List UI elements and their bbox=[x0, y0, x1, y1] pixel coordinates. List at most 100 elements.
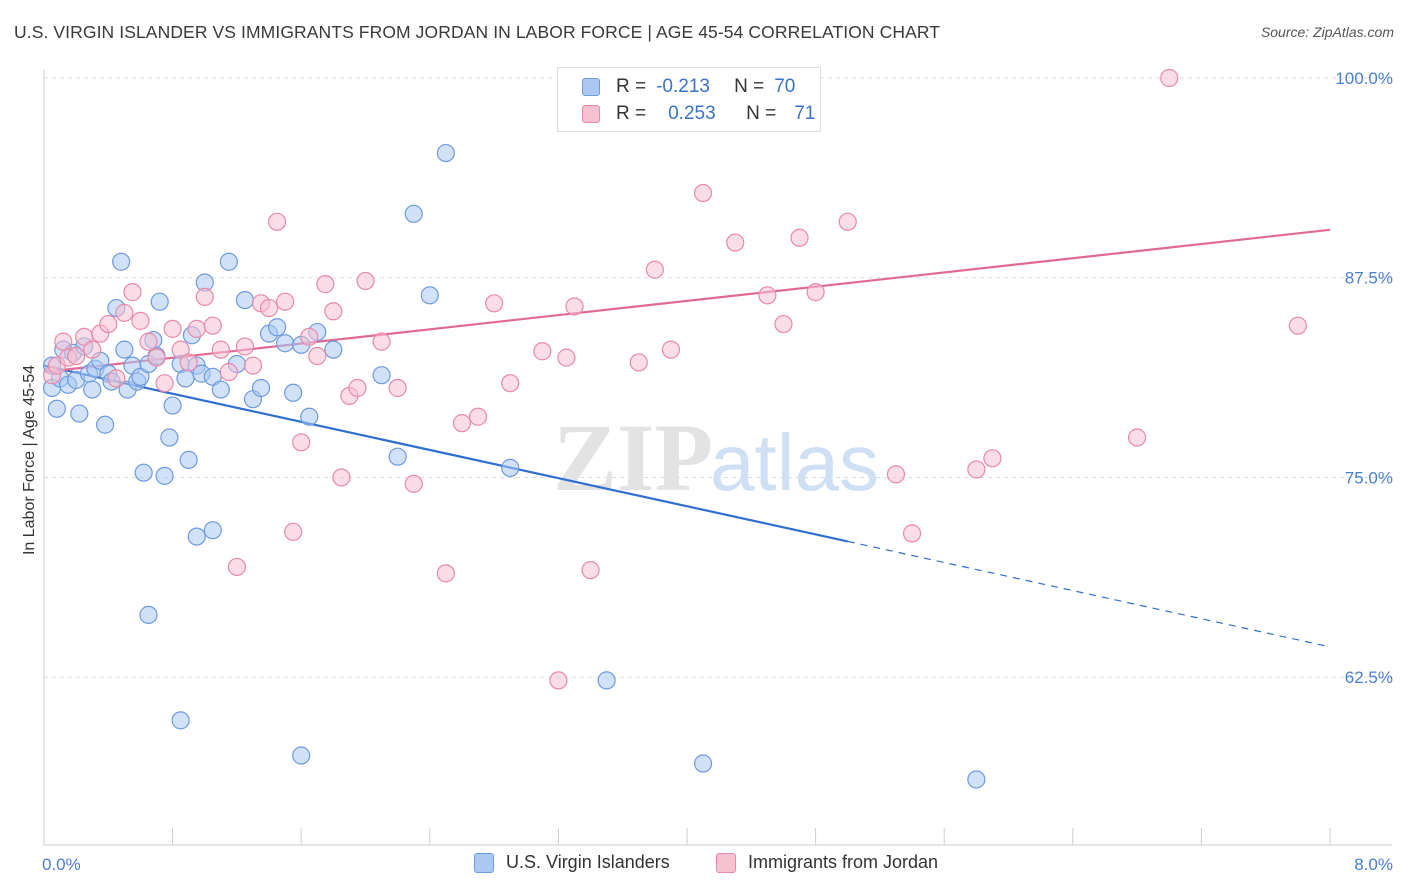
data-point bbox=[219, 362, 238, 382]
data-point bbox=[160, 428, 179, 447]
legend-item-jordan[interactable]: Immigrants from Jordan bbox=[716, 852, 938, 873]
data-point bbox=[356, 271, 375, 291]
data-point bbox=[372, 366, 391, 385]
data-point bbox=[171, 711, 190, 730]
legend-n-label: N = bbox=[734, 76, 765, 97]
data-point bbox=[115, 303, 134, 322]
data-point bbox=[581, 561, 600, 580]
watermark: ZIP atlas bbox=[553, 404, 879, 511]
data-point bbox=[806, 283, 825, 302]
data-point bbox=[967, 460, 986, 479]
data-point bbox=[533, 342, 552, 361]
data-point bbox=[163, 396, 182, 415]
data-point bbox=[693, 754, 713, 773]
grid-lines bbox=[44, 77, 1392, 678]
data-point bbox=[886, 465, 906, 484]
trend-line bbox=[43, 364, 848, 543]
data-point bbox=[267, 318, 287, 337]
legend-row-blue: R = -0.213 N = 70 bbox=[582, 74, 795, 100]
data-point bbox=[436, 143, 455, 163]
data-point bbox=[54, 332, 73, 351]
data-point bbox=[1288, 316, 1307, 335]
data-point bbox=[195, 287, 214, 306]
y-tick-label: 100.0% bbox=[1335, 69, 1393, 88]
data-point bbox=[211, 340, 230, 359]
data-point bbox=[235, 337, 255, 356]
data-point bbox=[227, 557, 246, 577]
y-axis-label: In Labor Force | Age 45-54 bbox=[21, 365, 38, 555]
data-point bbox=[219, 252, 238, 271]
data-point bbox=[629, 353, 648, 372]
data-point bbox=[758, 286, 777, 305]
stats-legend: R = -0.213 N = 70 R = 0.253 N = 71 bbox=[557, 67, 821, 132]
legend-r-label: R = bbox=[616, 103, 647, 124]
data-point bbox=[276, 334, 295, 353]
legend-row-pink: R = 0.253 N = 71 bbox=[582, 101, 815, 127]
data-point bbox=[95, 415, 115, 434]
x-tick-label: 0.0% bbox=[42, 855, 81, 874]
data-point bbox=[112, 252, 131, 271]
data-point bbox=[774, 314, 793, 334]
data-point bbox=[645, 260, 664, 279]
data-point bbox=[83, 380, 102, 399]
data-point bbox=[348, 378, 367, 398]
data-point bbox=[134, 463, 153, 482]
data-point bbox=[557, 348, 576, 367]
watermark-atlas: atlas bbox=[710, 418, 879, 507]
data-point bbox=[565, 297, 584, 316]
data-point bbox=[316, 275, 335, 294]
data-point bbox=[139, 332, 158, 351]
data-point bbox=[902, 524, 922, 543]
data-point bbox=[300, 407, 319, 426]
legend-swatch-blue bbox=[582, 78, 600, 96]
data-point bbox=[163, 319, 182, 338]
data-point bbox=[404, 474, 423, 493]
trend-lines bbox=[43, 228, 1331, 648]
data-point bbox=[131, 367, 150, 386]
legend-n-value: 70 bbox=[774, 76, 796, 97]
trend-line-extension bbox=[847, 540, 1331, 648]
data-point bbox=[187, 319, 206, 338]
data-point bbox=[284, 383, 303, 402]
legend-swatch-blue bbox=[474, 852, 494, 873]
data-point bbox=[179, 450, 198, 469]
legend-swatch-pink bbox=[716, 852, 736, 873]
data-point bbox=[468, 407, 488, 426]
data-point bbox=[203, 316, 222, 335]
data-point bbox=[115, 340, 134, 359]
data-point bbox=[388, 378, 407, 398]
data-point bbox=[147, 348, 166, 367]
data-point bbox=[597, 671, 616, 690]
data-points bbox=[42, 68, 1307, 789]
data-point bbox=[790, 228, 809, 247]
y-tick-label: 87.5% bbox=[1345, 269, 1393, 288]
legend-swatch-pink bbox=[582, 105, 600, 123]
data-point bbox=[332, 468, 351, 487]
data-point bbox=[324, 340, 343, 359]
legend-label: U.S. Virgin Islanders bbox=[506, 852, 670, 872]
data-point bbox=[501, 458, 520, 477]
chart-title: U.S. VIRGIN ISLANDER VS IMMIGRANTS FROM … bbox=[14, 22, 941, 42]
data-point bbox=[661, 340, 681, 359]
y-tick-label: 75.0% bbox=[1345, 468, 1393, 487]
data-point bbox=[99, 314, 118, 334]
data-point bbox=[452, 414, 472, 433]
data-point bbox=[203, 521, 222, 540]
data-point bbox=[388, 447, 407, 466]
series-legend: U.S. Virgin Islanders Immigrants from Jo… bbox=[0, 852, 1406, 878]
data-point bbox=[179, 353, 198, 372]
data-point bbox=[47, 399, 66, 418]
y-tick-label: 62.5% bbox=[1345, 668, 1393, 687]
legend-r-value: 0.253 bbox=[668, 103, 716, 124]
x-tick-label: 8.0% bbox=[1354, 855, 1393, 874]
legend-r-label: R = bbox=[616, 76, 647, 97]
legend-item-virgin-islanders[interactable]: U.S. Virgin Islanders bbox=[474, 852, 670, 873]
axes bbox=[43, 70, 1392, 846]
data-point bbox=[123, 283, 142, 302]
data-point bbox=[292, 433, 311, 452]
data-point bbox=[404, 204, 423, 223]
legend-r-value: -0.213 bbox=[656, 76, 710, 97]
data-point bbox=[139, 605, 158, 624]
watermark-zip: ZIP bbox=[553, 404, 713, 511]
